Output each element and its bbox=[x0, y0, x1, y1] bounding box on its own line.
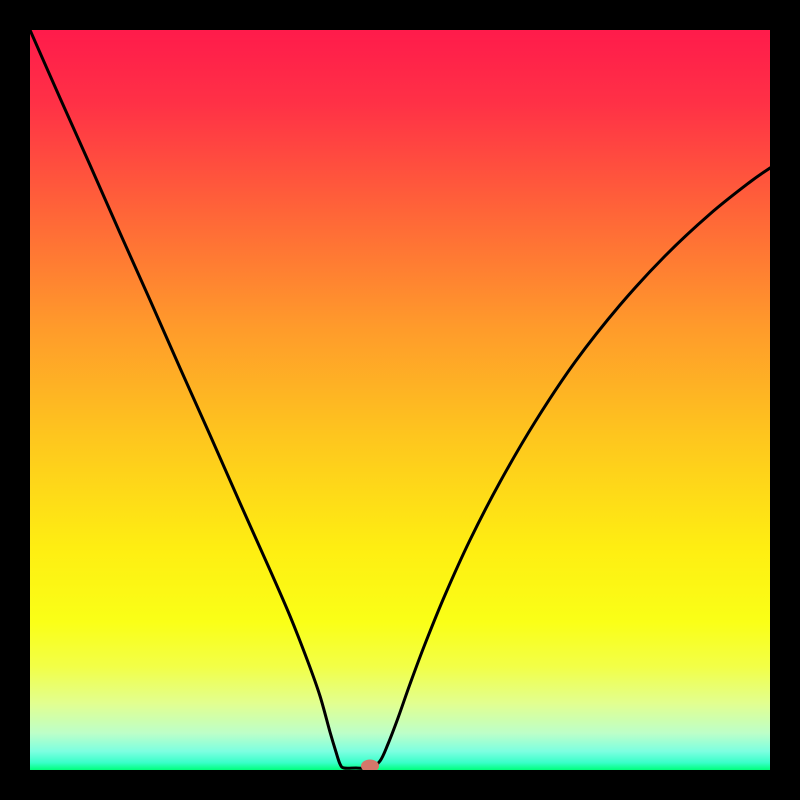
frame-left bbox=[0, 0, 30, 800]
bottleneck-curve bbox=[30, 30, 770, 770]
frame-right bbox=[770, 0, 800, 800]
frame-bottom bbox=[0, 770, 800, 800]
bottleneck-chart bbox=[30, 30, 770, 770]
frame-top bbox=[0, 0, 800, 30]
optimal-point-marker bbox=[361, 760, 379, 771]
